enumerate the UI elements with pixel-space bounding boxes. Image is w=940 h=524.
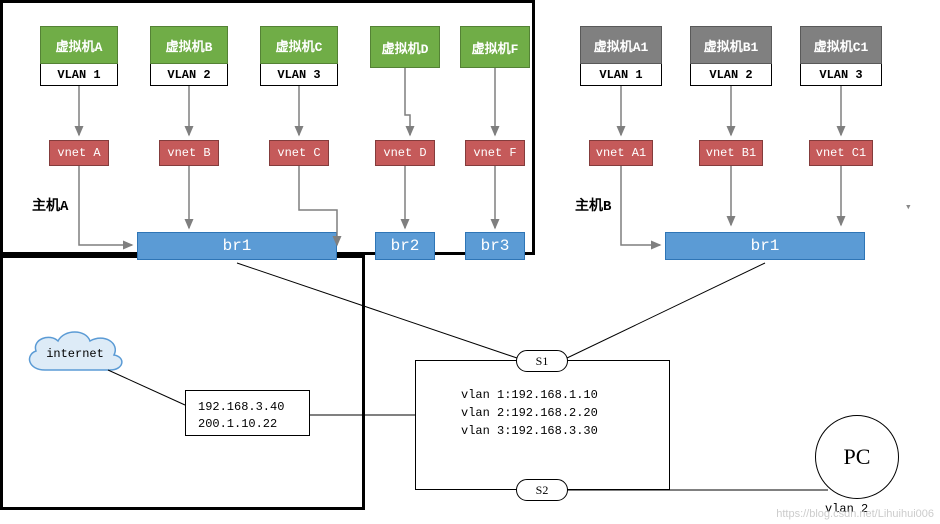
switch-line2: vlan 2:192.168.2.20	[461, 404, 654, 422]
vnet-a1: vnet A1	[589, 140, 653, 166]
vnet-c1: vnet C1	[809, 140, 873, 166]
vm-b1-vlan: VLAN 2	[690, 64, 772, 86]
chevron-down-icon: ▾	[905, 200, 912, 214]
br2: br2	[375, 232, 435, 260]
vm-a1: 虚拟机A1	[580, 26, 662, 64]
vm-c1-vlan: VLAN 3	[800, 64, 882, 86]
vm-c1: 虚拟机C1	[800, 26, 882, 64]
switch-s1: S1	[516, 350, 568, 372]
vm-c: 虚拟机C	[260, 26, 338, 64]
vnet-c: vnet C	[269, 140, 329, 166]
switch-line3: vlan 3:192.168.3.30	[461, 422, 654, 440]
vm-f: 虚拟机F	[460, 26, 530, 68]
pc-node: PC	[815, 415, 899, 499]
vnet-b: vnet B	[159, 140, 219, 166]
switch-box: vlan 1:192.168.1.10 vlan 2:192.168.2.20 …	[415, 360, 670, 490]
host-a-label: 主机A	[32, 195, 68, 215]
router-ip1: 192.168.3.40	[198, 399, 297, 416]
vnet-b1: vnet B1	[699, 140, 763, 166]
br3: br3	[465, 232, 525, 260]
vnet-a: vnet A	[49, 140, 109, 166]
router-box: 192.168.3.40 200.1.10.22	[185, 390, 310, 436]
vm-a: 虚拟机A	[40, 26, 118, 64]
vm-d: 虚拟机D	[370, 26, 440, 68]
vnet-f: vnet F	[465, 140, 525, 166]
br1-a: br1	[137, 232, 337, 260]
vnet-d: vnet D	[375, 140, 435, 166]
svg-text:internet: internet	[46, 347, 104, 361]
vm-c-vlan: VLAN 3	[260, 64, 338, 86]
host-b-label: 主机B	[575, 195, 611, 215]
vm-b-vlan: VLAN 2	[150, 64, 228, 86]
vm-b1: 虚拟机B1	[690, 26, 772, 64]
internet-cloud: internet	[20, 325, 130, 380]
switch-line1: vlan 1:192.168.1.10	[461, 386, 654, 404]
vm-a1-vlan: VLAN 1	[580, 64, 662, 86]
br1-b: br1	[665, 232, 865, 260]
switch-s2: S2	[516, 479, 568, 501]
watermark: https://blog.csdn.net/Lihuihui006	[776, 508, 934, 520]
vm-a-vlan: VLAN 1	[40, 64, 118, 86]
host-b-container	[0, 255, 365, 510]
vm-b: 虚拟机B	[150, 26, 228, 64]
router-ip2: 200.1.10.22	[198, 416, 297, 433]
